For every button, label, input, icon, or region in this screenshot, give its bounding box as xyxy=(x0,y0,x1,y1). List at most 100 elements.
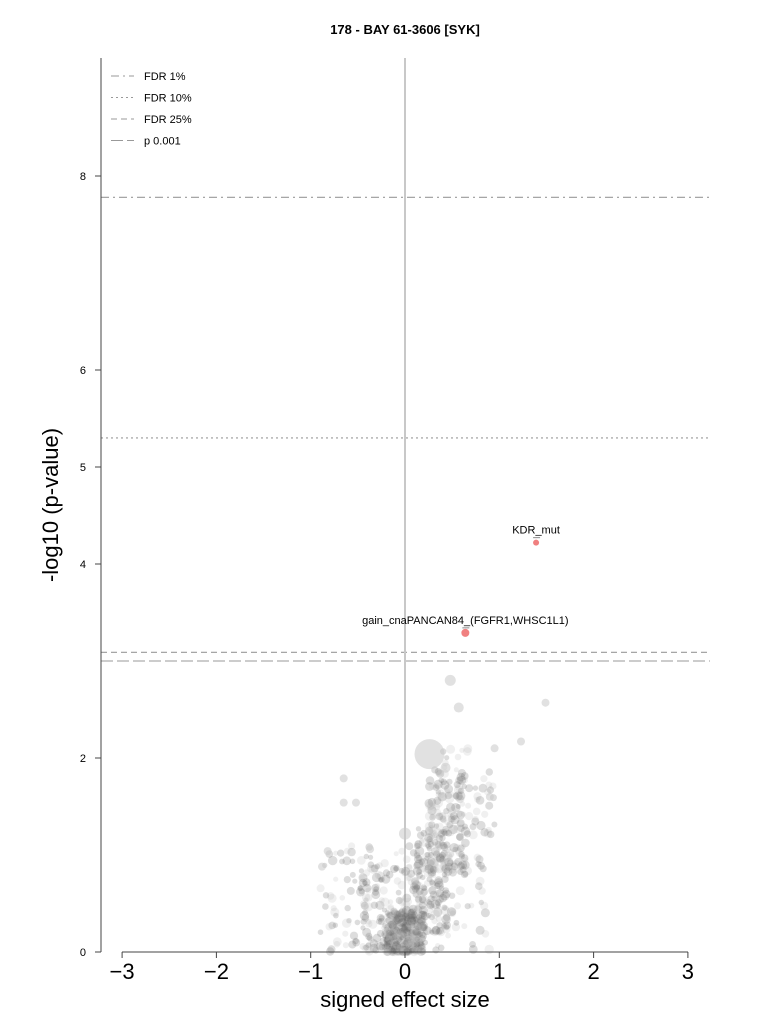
cloud-point xyxy=(453,791,463,801)
cloud-point xyxy=(389,910,396,918)
cloud-point xyxy=(422,926,432,936)
cloud-point xyxy=(369,944,379,954)
cloud-point xyxy=(473,792,482,801)
cloud-point xyxy=(395,943,402,950)
cloud-point xyxy=(481,810,489,818)
cloud-point xyxy=(348,842,356,850)
cloud-point xyxy=(415,942,421,949)
cloud-point xyxy=(366,935,373,942)
background-point xyxy=(414,739,445,770)
cloud-point xyxy=(393,865,400,872)
cloud-point xyxy=(397,928,404,935)
cloud-point xyxy=(408,919,415,925)
cloud-point xyxy=(445,848,455,858)
cloud-point xyxy=(475,855,484,864)
cloud-point xyxy=(392,914,402,923)
cloud-point xyxy=(438,840,445,847)
cloud-point xyxy=(402,912,411,921)
cloud-point xyxy=(391,934,398,941)
cloud-point xyxy=(392,919,399,927)
cloud-point xyxy=(446,907,457,917)
cloud-point xyxy=(438,777,445,784)
cloud-point xyxy=(343,876,351,884)
cloud-point xyxy=(444,861,451,867)
cloud-point xyxy=(348,940,357,949)
cloud-point xyxy=(361,945,368,952)
cloud-point xyxy=(382,946,392,956)
cloud-point xyxy=(413,860,423,870)
cloud-point xyxy=(412,940,418,946)
cloud-point xyxy=(418,838,425,844)
cloud-point xyxy=(363,897,369,903)
cloud-point xyxy=(433,779,443,790)
cloud-point xyxy=(391,926,400,934)
cloud-point xyxy=(389,924,397,932)
background-point xyxy=(453,702,464,713)
cloud-point xyxy=(428,928,434,934)
cloud-point xyxy=(397,919,405,927)
cloud-point xyxy=(407,909,415,917)
cloud-point xyxy=(401,927,407,933)
cloud-point xyxy=(461,823,468,830)
cloud-point xyxy=(414,881,423,890)
cloud-point xyxy=(437,830,445,838)
cloud-point xyxy=(435,903,442,909)
cloud-point xyxy=(395,889,402,896)
cloud-point xyxy=(381,918,388,925)
cloud-point xyxy=(429,869,437,877)
cloud-point xyxy=(444,923,450,930)
cloud-point xyxy=(419,896,427,905)
cloud-point xyxy=(381,924,388,932)
cloud-point xyxy=(393,866,400,872)
cloud-point xyxy=(389,916,395,922)
cloud-point xyxy=(359,943,367,950)
cloud-point xyxy=(395,935,403,943)
cloud-point xyxy=(419,931,426,939)
cloud-point xyxy=(384,942,392,950)
background-point xyxy=(440,762,451,773)
cloud-point xyxy=(433,907,443,917)
cloud-point xyxy=(472,785,479,791)
cloud-point xyxy=(365,948,372,954)
cloud-point xyxy=(379,937,389,947)
cloud-point xyxy=(362,878,371,887)
cloud-point xyxy=(451,860,461,869)
cloud-point xyxy=(399,928,404,934)
cloud-point xyxy=(439,885,445,891)
cloud-point xyxy=(404,942,410,949)
cloud-point xyxy=(459,747,465,753)
cloud-point xyxy=(403,928,410,934)
cloud-point xyxy=(378,877,384,883)
cloud-point xyxy=(458,853,465,860)
cloud-point xyxy=(456,791,466,801)
cloud-point xyxy=(388,945,396,952)
cloud-point xyxy=(424,826,434,835)
cloud-point xyxy=(443,830,450,836)
cloud-point xyxy=(409,922,416,929)
cloud-point xyxy=(417,926,423,932)
cloud-point xyxy=(394,932,401,939)
cloud-point xyxy=(432,946,440,954)
cloud-point xyxy=(417,930,424,937)
cloud-point xyxy=(433,798,443,808)
cloud-point xyxy=(383,940,390,948)
cloud-point xyxy=(428,826,437,835)
cloud-point xyxy=(452,792,460,800)
cloud-point xyxy=(403,939,413,949)
cloud-point xyxy=(369,939,378,948)
cloud-point xyxy=(403,919,412,928)
cloud-point xyxy=(426,912,432,919)
cloud-point xyxy=(433,850,441,858)
cloud-point xyxy=(426,907,434,914)
cloud-point xyxy=(486,786,495,794)
cloud-point xyxy=(409,928,419,938)
cloud-point xyxy=(405,842,414,851)
cloud-point xyxy=(401,929,410,938)
cloud-point xyxy=(389,940,396,946)
cloud-point xyxy=(418,915,428,924)
background-point xyxy=(323,847,332,856)
cloud-point xyxy=(435,769,444,777)
cloud-point xyxy=(417,865,426,874)
cloud-point xyxy=(446,802,456,813)
